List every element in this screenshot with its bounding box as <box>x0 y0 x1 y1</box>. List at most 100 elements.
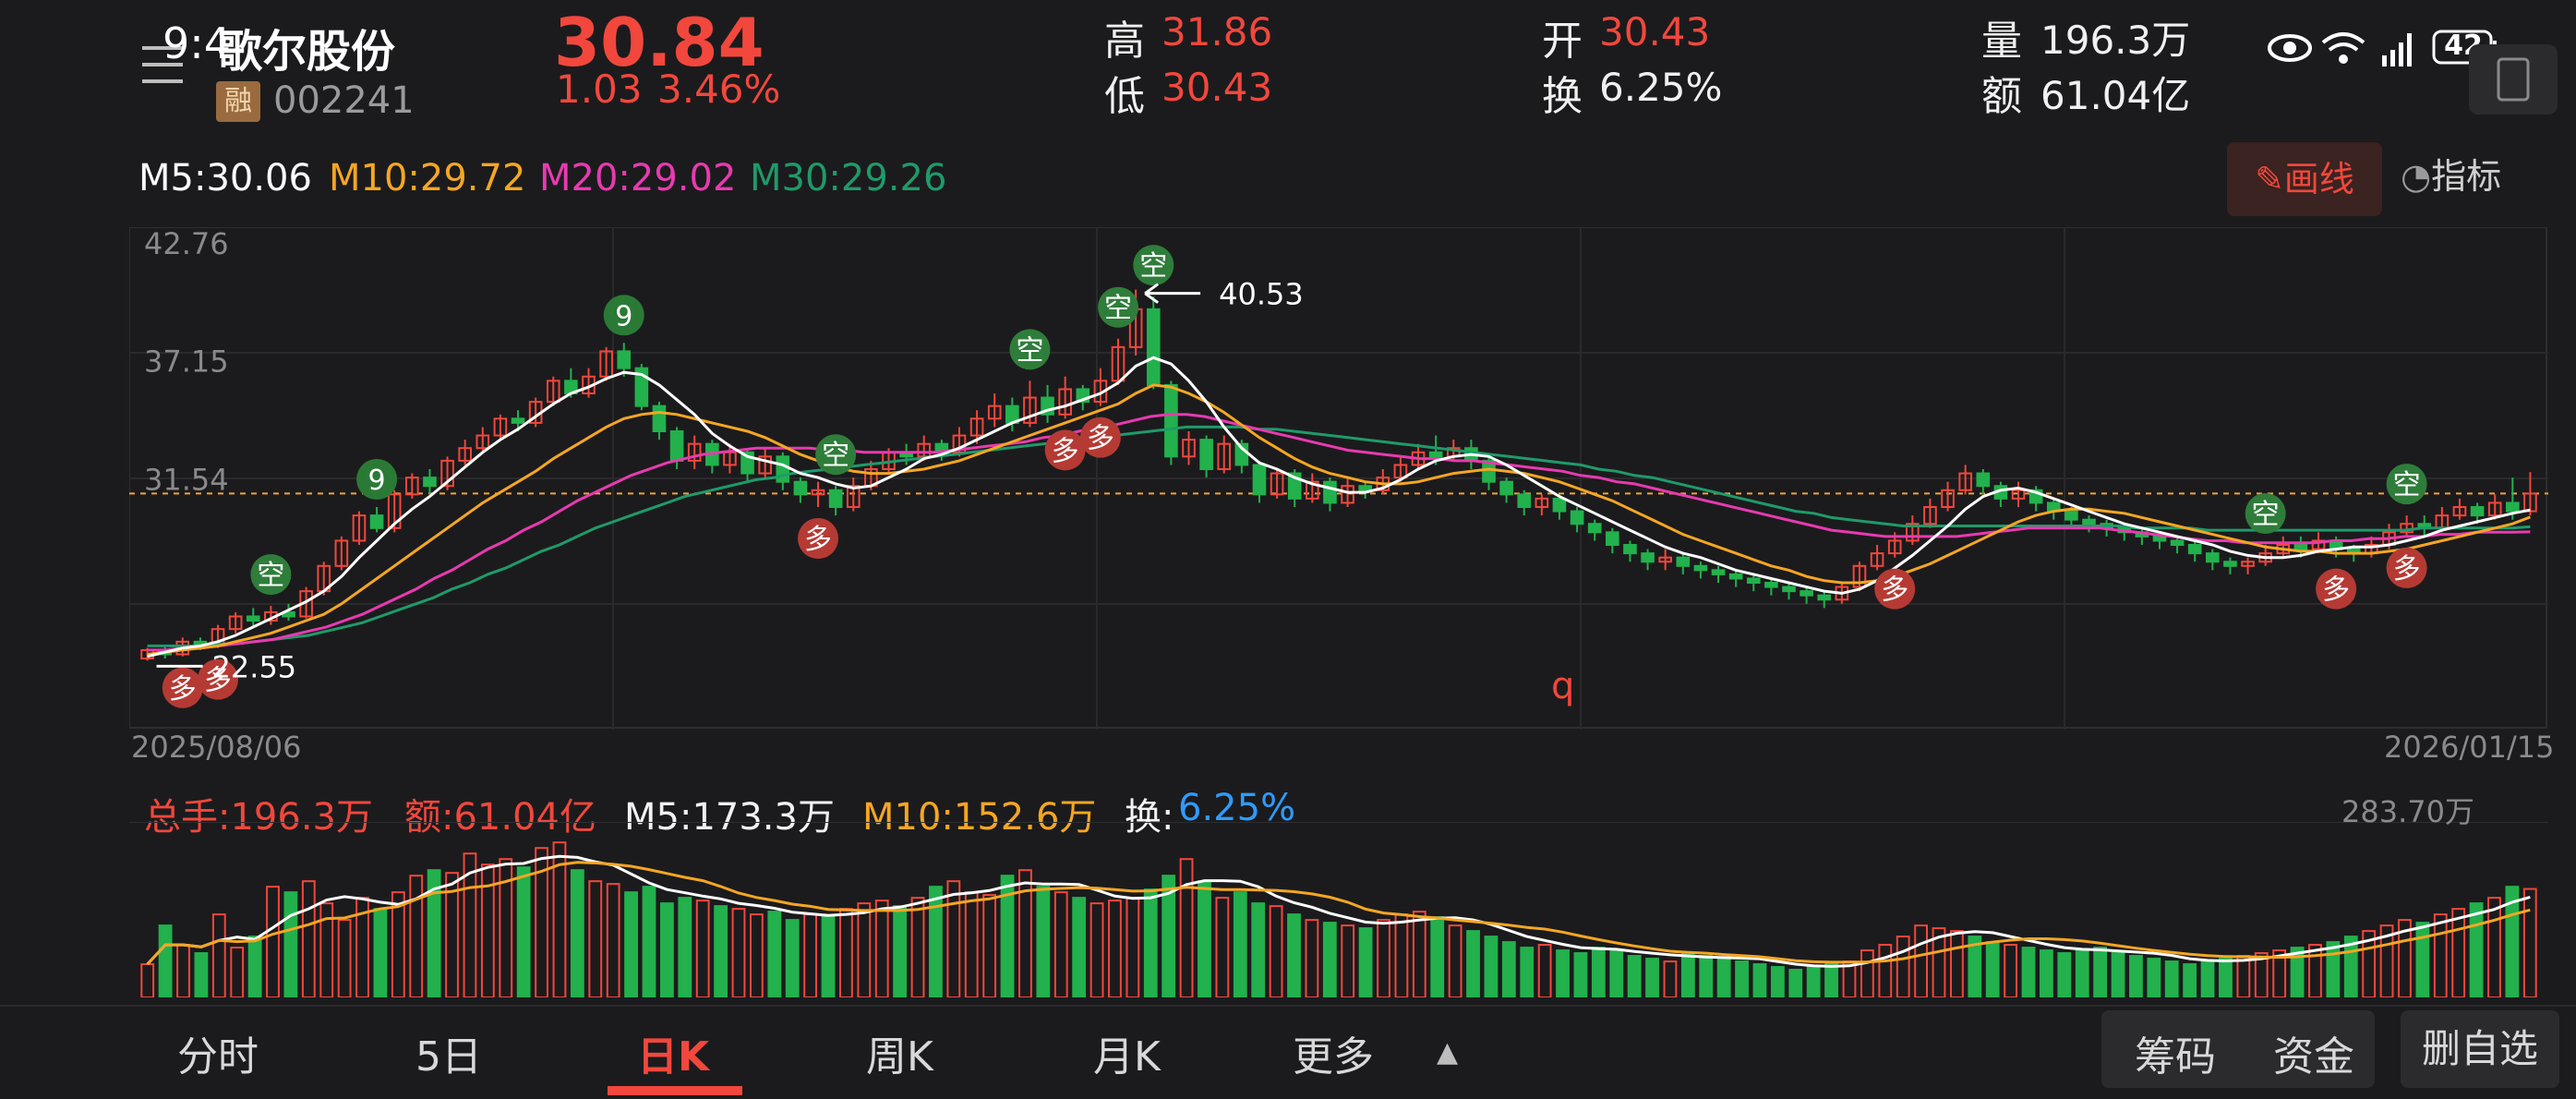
volume-bar <box>2379 924 2394 997</box>
candle <box>1535 494 1549 516</box>
candle <box>1746 574 1761 592</box>
volume-bar <box>570 869 584 997</box>
volume-bar <box>373 908 388 997</box>
tab-daily-k[interactable]: 日K <box>637 1033 710 1081</box>
volume-bar <box>1412 911 1426 997</box>
signal-marker-kong: 空 <box>815 434 857 476</box>
volume-bar <box>2021 947 2036 997</box>
tab-weekly-k[interactable]: 周K <box>866 1033 933 1081</box>
menu-icon[interactable] <box>138 42 194 87</box>
signal-marker-duo: 多 <box>162 667 203 708</box>
candle-body <box>1587 523 1602 534</box>
tab-more[interactable]: 更多 <box>1293 1033 1374 1081</box>
volume-bar <box>2451 908 2466 997</box>
volume-bar <box>337 919 352 997</box>
signal-label: 多 <box>1052 435 1079 467</box>
volume-bar <box>1215 897 1230 997</box>
candle-body <box>793 480 808 496</box>
signal-marker-nine: 9 <box>356 459 398 501</box>
indicator-button[interactable]: ◔指标 <box>2401 148 2501 199</box>
period-tab-bar <box>0 1005 2576 1099</box>
volume-bar <box>1198 880 1211 997</box>
volume-bar <box>2164 960 2179 997</box>
volume-bar <box>2093 947 2108 997</box>
candle-body <box>1252 464 1267 496</box>
candle <box>1499 477 1513 503</box>
landscape-exit-button[interactable] <box>2469 44 2558 115</box>
candle-body <box>1746 577 1761 585</box>
candle-body <box>1764 582 1778 588</box>
volume-bar <box>176 944 190 997</box>
tab-intraday[interactable]: 分时 <box>177 1033 259 1081</box>
volume-bar <box>2057 952 2072 997</box>
candle <box>652 402 667 441</box>
signal-marker-kong: 空 <box>250 554 292 596</box>
candle <box>1800 586 1813 604</box>
candle <box>1376 469 1390 495</box>
volume-bar <box>1322 922 1337 997</box>
volume-bar <box>2183 963 2197 997</box>
chips-button[interactable]: 筹码 <box>2135 1033 2216 1081</box>
candle <box>2187 540 2202 562</box>
candle <box>334 536 349 571</box>
volume-bar <box>803 913 818 997</box>
tab-5day[interactable]: 5日 <box>415 1033 482 1081</box>
candle-body <box>1111 345 1125 382</box>
signal-marker-duo: 多 <box>1079 417 1121 458</box>
candle-body <box>1606 531 1619 547</box>
volume-amount: 额:61.04亿 <box>404 796 596 839</box>
volume-bar <box>1287 913 1301 997</box>
candle <box>493 414 508 441</box>
signal-badge <box>1098 286 1139 328</box>
signal-badge <box>1133 245 1174 286</box>
ma30-legend: M30:29.26 <box>750 157 947 199</box>
candle-body <box>1182 439 1196 458</box>
candle-body <box>758 455 772 475</box>
volume-bar <box>1251 902 1266 997</box>
candle <box>776 452 790 490</box>
volume-bar <box>1609 949 1624 997</box>
candle-body <box>387 493 402 529</box>
candle-body <box>1852 564 1867 588</box>
candle-body <box>2082 518 2096 525</box>
candle-body <box>1976 472 1991 488</box>
volume-bar <box>2487 897 2501 997</box>
signal-badge <box>1009 329 1051 370</box>
signal-marker-duo: 多 <box>198 658 239 700</box>
candle-body <box>2170 539 2185 547</box>
volume-bar <box>2004 944 2018 997</box>
remove-watchlist-button[interactable]: 删自选 <box>2401 1010 2559 1088</box>
signal-badge <box>250 554 292 596</box>
volume-bar <box>1663 960 1678 997</box>
volume-bar <box>301 880 316 997</box>
ma20-legend: M20:29.02 <box>539 157 737 199</box>
signal-badge <box>356 459 398 501</box>
candle <box>1146 296 1161 390</box>
candle <box>2135 527 2149 546</box>
more-caret-icon[interactable]: ▲ <box>1437 1036 1459 1069</box>
volume-bar <box>499 858 513 997</box>
candle <box>1870 545 1884 571</box>
candle <box>987 392 1002 428</box>
volume-chart[interactable] <box>129 822 2548 997</box>
amount-value: 61.04亿 <box>2040 73 2191 118</box>
tab-monthly-k[interactable]: 月K <box>1093 1033 1161 1081</box>
candle-body <box>1906 523 1920 542</box>
indicator-icon: ◔ <box>2401 156 2432 197</box>
candle <box>1676 553 1691 574</box>
candle-body <box>2506 501 2520 513</box>
volume-turnover-label: 换: <box>1125 796 1174 839</box>
open-value: 30.43 <box>1599 9 1711 54</box>
volume-bar <box>767 911 782 997</box>
funds-button[interactable]: 资金 <box>2273 1033 2354 1081</box>
draw-line-button[interactable]: ✎画线 <box>2227 142 2382 216</box>
volume-bar <box>678 897 692 997</box>
volume-bar <box>266 886 280 997</box>
candle-body <box>546 380 560 404</box>
candle <box>1923 498 1937 528</box>
candle <box>811 481 825 508</box>
candle-body <box>1552 497 1567 513</box>
candle-body <box>1358 485 1372 491</box>
candle-body <box>1341 485 1354 504</box>
